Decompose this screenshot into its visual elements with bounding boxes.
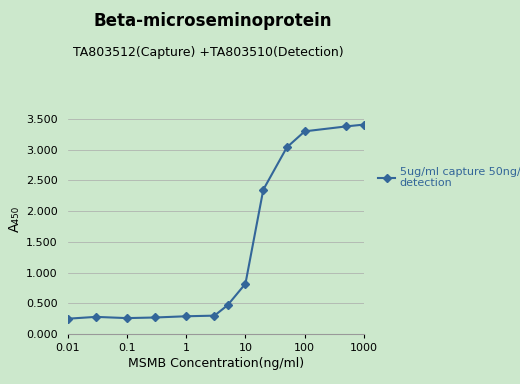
Text: Beta-microseminoprotein: Beta-microseminoprotein [94,12,332,30]
5ug/ml capture 50ng/ml
detection [225,303,231,308]
5ug/ml capture 50ng/ml
detection [260,187,266,192]
5ug/ml capture 50ng/ml
detection [93,314,99,319]
5ug/ml capture 50ng/ml
detection [152,315,158,320]
5ug/ml capture 50ng/ml
detection [124,316,130,320]
Line: 5ug/ml capture 50ng/ml
detection: 5ug/ml capture 50ng/ml detection [65,122,367,321]
Y-axis label: A₄₅₀: A₄₅₀ [8,206,22,232]
5ug/ml capture 50ng/ml
detection [302,129,308,134]
5ug/ml capture 50ng/ml
detection [361,122,367,127]
5ug/ml capture 50ng/ml
detection [284,145,290,150]
5ug/ml capture 50ng/ml
detection [183,314,189,319]
Text: TA803512(Capture) +TA803510(Detection): TA803512(Capture) +TA803510(Detection) [73,46,343,59]
5ug/ml capture 50ng/ml
detection [64,316,71,321]
5ug/ml capture 50ng/ml
detection [242,281,249,286]
5ug/ml capture 50ng/ml
detection [211,313,217,318]
Legend: 5ug/ml capture 50ng/ml
detection: 5ug/ml capture 50ng/ml detection [379,167,520,189]
X-axis label: MSMB Concentration(ng/ml): MSMB Concentration(ng/ml) [128,357,304,370]
5ug/ml capture 50ng/ml
detection [343,124,349,129]
